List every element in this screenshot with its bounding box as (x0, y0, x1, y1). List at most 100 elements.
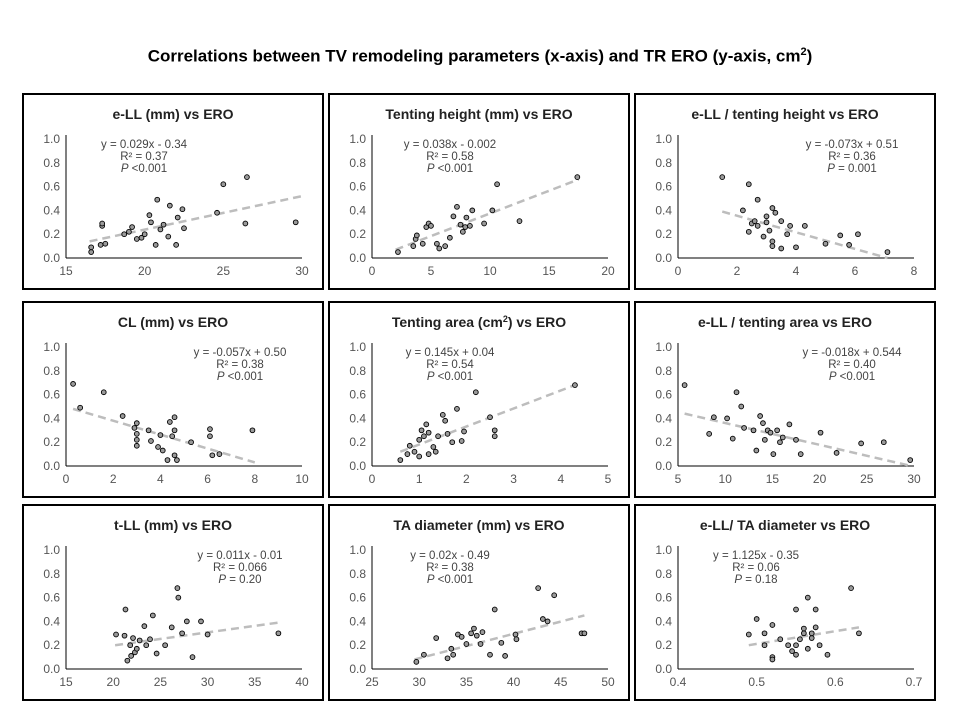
figure-title-superscript: 2 (800, 46, 807, 58)
data-point (460, 228, 466, 235)
data-point (395, 249, 401, 255)
data-point (469, 207, 476, 214)
data-point (491, 606, 498, 613)
p-value-label: P <0.001 (829, 371, 875, 383)
chart-svg: Tenting area (cm2) vs ERO0.00.20.40.60.8… (349, 314, 611, 486)
data-point (122, 606, 129, 613)
y-tick-label: 0.8 (43, 567, 60, 581)
x-tick-label: 30 (295, 264, 309, 278)
data-point (209, 452, 216, 459)
data-point (155, 444, 161, 450)
p-value: = 0.18 (742, 574, 778, 586)
data-point (70, 381, 76, 387)
data-point (487, 414, 493, 421)
x-tick-label: 15 (766, 472, 780, 486)
x-tick-label: 0.6 (827, 675, 844, 689)
data-point (513, 636, 520, 643)
data-point (411, 448, 418, 455)
data-point (410, 243, 417, 249)
y-tick-label: 0.2 (43, 638, 60, 652)
data-point (181, 225, 187, 232)
data-point (808, 635, 815, 641)
y-tick-label: 0.0 (43, 662, 60, 676)
y-tick-label: 0.0 (655, 251, 672, 265)
chart-panel: e-LL / tenting height vs ERO 0.0 0.2 0.4 0.6… (634, 93, 936, 290)
p-symbol: P (827, 163, 835, 175)
y-tick-label: 1.0 (43, 543, 60, 557)
y-tick-label: 1.0 (655, 340, 672, 354)
data-point (793, 606, 799, 613)
data-point (143, 642, 150, 649)
chart-panel: e-LL / tenting area vs ERO 0.0 0.2 0.4 0.6 0.… (634, 301, 936, 498)
data-point (450, 213, 457, 220)
data-point (146, 212, 153, 219)
x-tick-label: 25 (365, 675, 379, 689)
data-point (162, 642, 168, 649)
data-point (498, 639, 505, 646)
x-tick-label: 30 (907, 472, 921, 486)
data-point (166, 419, 173, 425)
data-point (126, 228, 132, 235)
x-tick-label: 5 (675, 472, 682, 486)
x-tick-label: 0.5 (748, 675, 765, 689)
data-point (189, 654, 196, 660)
data-point (741, 425, 747, 431)
y-tick-label: 0.2 (349, 435, 366, 449)
data-point (745, 228, 752, 235)
regression-equation: y = -0.057x + 0.50 (194, 347, 287, 359)
chart-panel: t-LL (mm) vs ERO 0.0 0.2 0.4 0.6 0.8 1.0 15 20 25… (22, 504, 324, 701)
p-value: <0.001 (128, 163, 167, 175)
data-point (145, 427, 152, 434)
data-point (477, 641, 484, 647)
data-point (472, 389, 479, 396)
data-point (119, 413, 126, 419)
data-point (761, 642, 768, 649)
x-tick-label: 15 (59, 675, 73, 689)
data-point (136, 637, 143, 644)
data-point (757, 413, 763, 419)
y-tick-label: 0.2 (655, 227, 672, 241)
data-point (159, 447, 166, 454)
data-point (761, 630, 768, 637)
data-point (133, 431, 140, 437)
data-point (767, 429, 774, 436)
y-tick-label: 0.0 (655, 459, 672, 473)
data-point (127, 642, 134, 649)
p-value: = 0.001 (835, 163, 877, 175)
y-tick-label: 1.0 (43, 132, 60, 146)
data-point (463, 641, 470, 647)
y-tick-label: 0.0 (43, 251, 60, 265)
data-point (174, 457, 180, 463)
data-point (434, 240, 440, 247)
regression-equation: y = -0.073x + 0.51 (806, 139, 899, 151)
data-point (724, 415, 730, 422)
data-point (769, 238, 776, 245)
data-point (753, 447, 760, 454)
y-tick-label: 0.6 (655, 180, 672, 194)
chart-title: e-LL (mm) vs ERO (112, 106, 233, 122)
data-point (416, 453, 423, 460)
chart-title: e-LL/ TA diameter vs ERO (700, 517, 870, 533)
y-tick-label: 0.0 (43, 459, 60, 473)
data-point (761, 436, 768, 443)
p-value: <0.001 (224, 371, 263, 383)
data-point (449, 439, 456, 446)
chart-svg: e-LL (mm) vs ERO 0.0 0.2 0.4 0.6 0.8 1.0 15 20 25… (43, 106, 309, 278)
data-point (793, 436, 799, 443)
y-tick-label: 1.0 (655, 543, 672, 557)
data-point (769, 205, 776, 211)
data-point (711, 414, 717, 421)
r-squared-label: R² = 0.58 (426, 151, 474, 163)
data-point (494, 181, 500, 188)
y-tick-label: 0.4 (349, 203, 366, 217)
data-point (204, 631, 211, 638)
data-point (778, 218, 785, 224)
data-point (846, 242, 852, 248)
x-tick-label: 35 (460, 675, 474, 689)
data-point (77, 404, 84, 411)
data-point (179, 630, 185, 637)
data-point (468, 630, 474, 637)
data-point (816, 642, 823, 649)
data-point (130, 635, 136, 641)
chart-title: e-LL / tenting area vs ERO (698, 314, 872, 330)
